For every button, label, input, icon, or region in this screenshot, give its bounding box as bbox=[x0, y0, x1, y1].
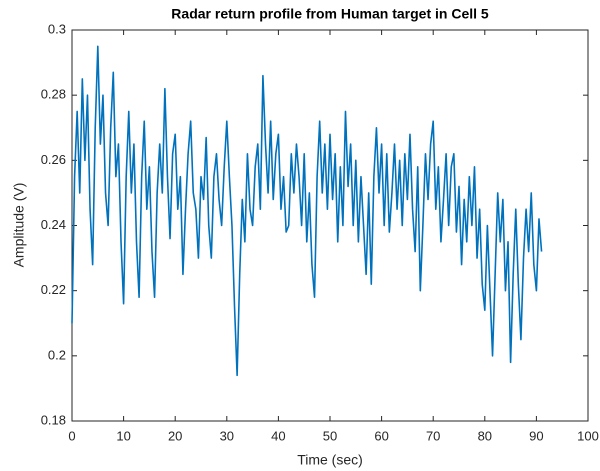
x-tick-label: 80 bbox=[478, 428, 492, 443]
x-axis-label: Time (sec) bbox=[297, 452, 363, 468]
x-tick-label: 90 bbox=[529, 428, 543, 443]
y-axis-label: Amplitude (V) bbox=[11, 183, 27, 268]
y-tick-label: 0.24 bbox=[41, 217, 66, 232]
y-tick-label: 0.18 bbox=[41, 412, 66, 427]
x-tick-label: 30 bbox=[220, 428, 234, 443]
x-tick-label: 100 bbox=[577, 428, 599, 443]
y-tick-label: 0.28 bbox=[41, 87, 66, 102]
x-tick-label: 40 bbox=[271, 428, 285, 443]
x-tick-label: 0 bbox=[68, 428, 75, 443]
x-tick-label: 60 bbox=[374, 428, 388, 443]
y-tick-label: 0.26 bbox=[41, 152, 66, 167]
x-tick-label: 50 bbox=[323, 428, 337, 443]
y-tick-label: 0.2 bbox=[48, 347, 66, 362]
y-tick-label: 0.22 bbox=[41, 282, 66, 297]
x-tick-label: 70 bbox=[426, 428, 440, 443]
x-tick-label: 10 bbox=[116, 428, 130, 443]
data-line bbox=[71, 45, 543, 377]
x-tick-label: 20 bbox=[168, 428, 182, 443]
chart-title: Radar return profile from Human target i… bbox=[171, 6, 489, 22]
y-tick-label: 0.3 bbox=[48, 21, 66, 36]
